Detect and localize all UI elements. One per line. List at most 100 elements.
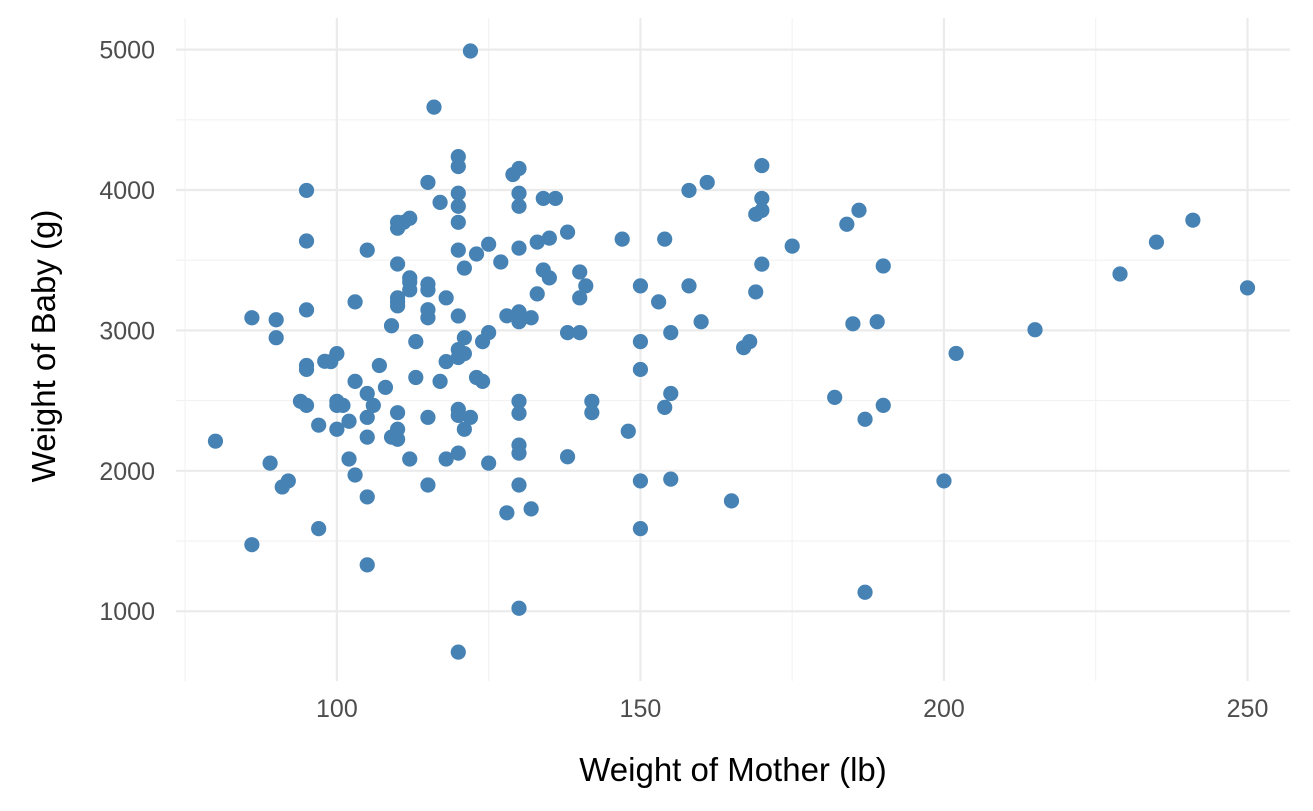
data-point xyxy=(572,290,588,306)
data-point xyxy=(311,417,327,433)
data-point xyxy=(456,260,472,276)
data-point xyxy=(450,158,466,175)
data-point xyxy=(632,334,649,350)
data-point xyxy=(347,373,363,389)
data-point xyxy=(499,308,515,324)
data-point xyxy=(359,429,375,445)
data-point xyxy=(244,537,260,553)
data-point xyxy=(389,405,406,421)
y-axis-tick-labels: 1000 2000 3000 4000 5000 xyxy=(99,37,155,627)
data-point xyxy=(839,216,855,232)
data-point xyxy=(481,455,497,471)
y-tick-label: 3000 xyxy=(99,317,155,345)
x-axis-tick-labels: 100 150 200 250 xyxy=(316,695,1268,723)
data-point xyxy=(420,282,436,298)
data-point xyxy=(681,182,697,199)
data-point xyxy=(511,393,527,409)
data-point xyxy=(663,325,679,341)
data-point xyxy=(511,405,527,421)
data-point xyxy=(511,445,527,461)
data-point xyxy=(371,357,387,374)
data-point xyxy=(329,421,345,437)
data-point xyxy=(547,190,564,207)
data-point xyxy=(450,308,466,324)
data-point xyxy=(584,393,600,409)
data-point xyxy=(468,246,485,262)
data-point xyxy=(845,316,861,332)
x-tick-label: 100 xyxy=(316,695,358,723)
data-point xyxy=(857,584,873,600)
data-point xyxy=(432,194,448,210)
data-point xyxy=(402,451,418,467)
x-axis-title: Weight of Mother (lb) xyxy=(579,751,887,788)
data-point xyxy=(359,385,375,402)
data-point xyxy=(450,242,466,258)
data-point xyxy=(511,600,527,616)
data-point xyxy=(456,330,472,346)
data-point xyxy=(584,405,600,421)
data-point xyxy=(493,254,509,270)
data-points xyxy=(207,43,1256,660)
data-point xyxy=(450,644,466,660)
data-point xyxy=(523,310,539,326)
data-point xyxy=(948,345,964,362)
data-point xyxy=(450,445,466,461)
data-point xyxy=(268,330,284,346)
grid xyxy=(176,18,1290,681)
data-point xyxy=(432,373,448,389)
data-point xyxy=(420,409,436,425)
data-point xyxy=(359,557,375,573)
data-point xyxy=(535,190,551,207)
data-point xyxy=(262,455,278,471)
data-point xyxy=(365,397,381,413)
data-point xyxy=(572,325,588,341)
data-point xyxy=(632,521,649,537)
data-point xyxy=(389,220,406,236)
data-point xyxy=(511,314,527,330)
data-point xyxy=(244,310,260,326)
data-point xyxy=(875,258,891,274)
data-point xyxy=(474,373,491,389)
data-point xyxy=(402,282,418,298)
data-point xyxy=(875,397,891,413)
data-point xyxy=(298,182,315,199)
data-point xyxy=(420,477,436,493)
data-point xyxy=(274,479,290,495)
data-point xyxy=(681,278,697,294)
data-point xyxy=(347,467,363,483)
data-point xyxy=(736,340,752,356)
data-point xyxy=(359,242,375,258)
data-point xyxy=(317,353,333,369)
data-point xyxy=(620,423,636,439)
data-point xyxy=(663,385,679,402)
data-point xyxy=(748,206,764,222)
data-point xyxy=(529,286,545,302)
data-point xyxy=(523,501,539,517)
data-point xyxy=(462,43,479,59)
data-point xyxy=(651,294,667,310)
data-point xyxy=(784,238,800,254)
data-point xyxy=(450,185,466,201)
data-point xyxy=(389,256,406,272)
data-point xyxy=(693,314,709,330)
data-point xyxy=(857,411,873,427)
data-point xyxy=(268,312,284,328)
data-point xyxy=(572,264,588,280)
data-point xyxy=(408,334,424,350)
data-point xyxy=(529,234,545,250)
data-point xyxy=(851,202,867,218)
data-point xyxy=(869,314,885,330)
data-point xyxy=(578,278,594,294)
data-point xyxy=(389,431,406,447)
data-point xyxy=(1027,322,1043,338)
data-point xyxy=(511,185,527,201)
data-point xyxy=(298,361,315,378)
data-point xyxy=(383,318,400,334)
data-point xyxy=(632,473,649,489)
data-point xyxy=(511,477,527,493)
data-point xyxy=(450,214,466,230)
data-point xyxy=(657,399,673,415)
data-point xyxy=(450,198,466,214)
y-tick-label: 1000 xyxy=(99,598,155,626)
